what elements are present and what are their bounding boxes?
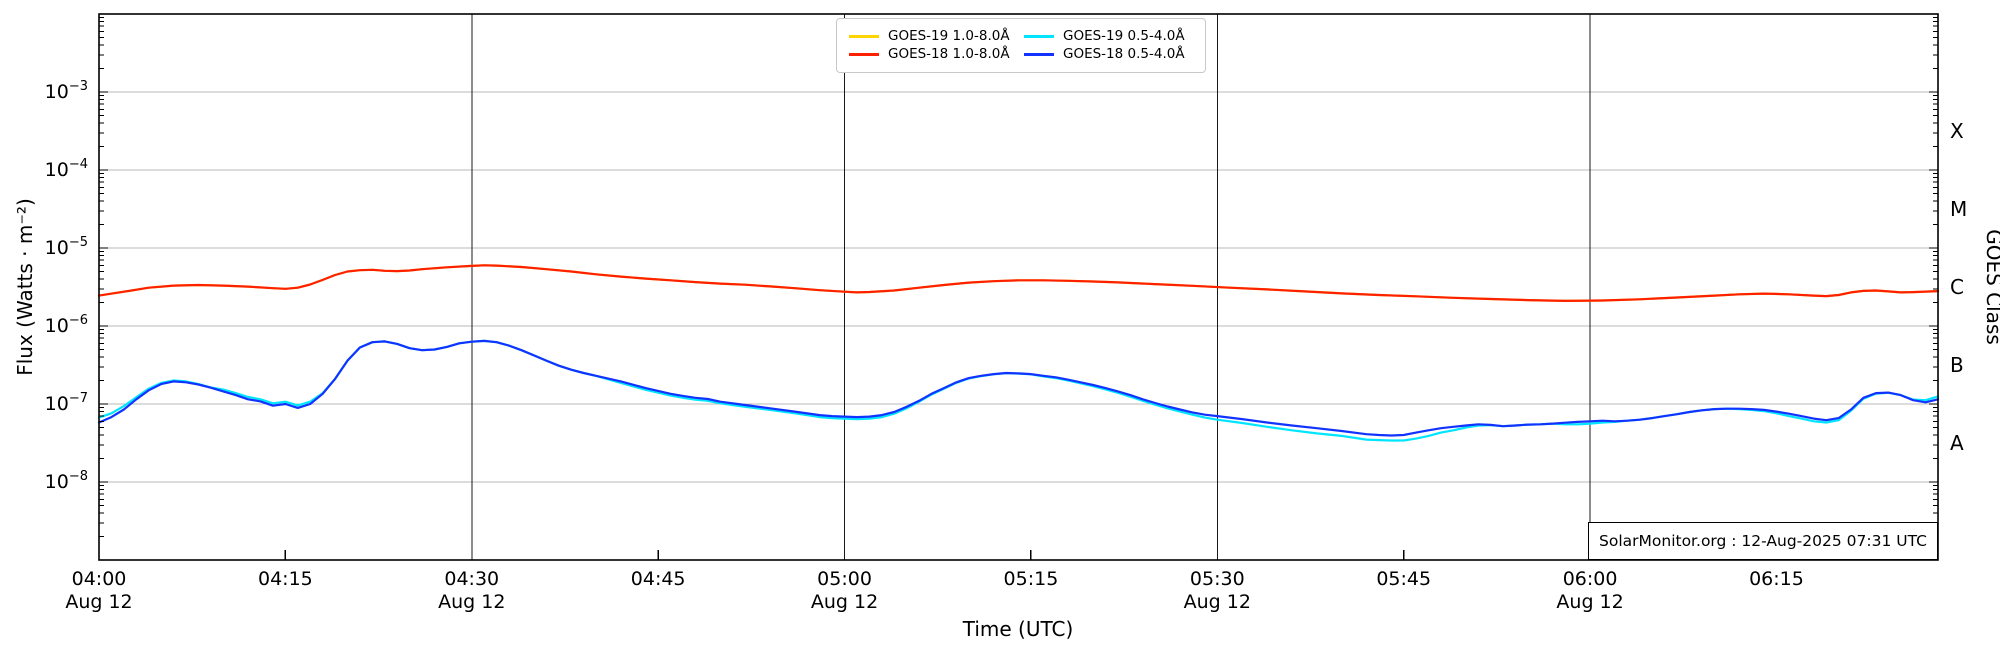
goes-class-label-b: B bbox=[1950, 353, 1964, 377]
x-tick-label: 06:00 bbox=[1563, 568, 1618, 590]
y-tick-label: 10−7 bbox=[45, 391, 88, 415]
y-tick-label: 10−3 bbox=[45, 79, 88, 103]
series-goes-18-1.0-8.0- bbox=[97, 264, 1940, 302]
x-tick-sublabel: Aug 12 bbox=[65, 591, 132, 613]
x-tick-sublabel: Aug 12 bbox=[1184, 591, 1251, 613]
x-tick-label: 04:30 bbox=[444, 568, 499, 590]
plot-frame bbox=[98, 13, 1939, 561]
y-tick-label: 10−5 bbox=[45, 235, 88, 259]
legend-item-goes19-long: GOES-19 1.0-8.0Å bbox=[849, 28, 1024, 44]
goes18-short-line-swatch bbox=[1024, 52, 1054, 56]
x-tick-label: 04:15 bbox=[258, 568, 313, 590]
x-tick-label: 06:15 bbox=[1749, 568, 1804, 590]
legend: GOES-19 1.0-8.0Å GOES-19 0.5-4.0Å GOES-1… bbox=[836, 18, 1206, 73]
goes-class-label-m: M bbox=[1950, 197, 1967, 221]
y-tick-label: 10−4 bbox=[45, 157, 88, 181]
legend-label: GOES-18 0.5-4.0Å bbox=[1063, 45, 1185, 62]
y-tick-label: 10−8 bbox=[45, 469, 88, 493]
goes-class-label-a: A bbox=[1950, 431, 1964, 455]
legend-label: GOES-19 0.5-4.0Å bbox=[1063, 28, 1185, 44]
legend-label: GOES-18 1.0-8.0Å bbox=[888, 45, 1010, 62]
x-tick-label: 05:00 bbox=[817, 568, 872, 590]
x-tick-label: 04:00 bbox=[72, 568, 127, 590]
y-tick-label: 10−6 bbox=[45, 313, 88, 337]
axis-ticks bbox=[99, 17, 1938, 560]
goes18-long-line-swatch bbox=[849, 52, 879, 56]
goes-class-label-x: X bbox=[1950, 119, 1964, 143]
x-axis-title: Time (UTC) bbox=[962, 617, 1074, 641]
y-axis-title: Flux (Watts · m⁻²) bbox=[13, 198, 37, 376]
half-hour-vlines bbox=[471, 14, 1591, 560]
x-tick-label: 04:45 bbox=[631, 568, 686, 590]
series-goes-19-0.5-4.0- bbox=[97, 339, 1940, 442]
watermark-text: SolarMonitor.org : 12-Aug-2025 07:31 UTC bbox=[1599, 532, 1927, 550]
legend-item-goes18-short: GOES-18 0.5-4.0Å bbox=[1024, 45, 1199, 62]
watermark-box: SolarMonitor.org : 12-Aug-2025 07:31 UTC bbox=[1588, 522, 1938, 560]
goes19-long-line-swatch bbox=[849, 35, 879, 39]
goes-class-label-c: C bbox=[1950, 275, 1964, 299]
legend-item-goes18-long: GOES-18 1.0-8.0Å bbox=[849, 45, 1024, 62]
legend-label: GOES-19 1.0-8.0Å bbox=[888, 28, 1010, 44]
horizontal-gridlines bbox=[99, 91, 1938, 483]
x-tick-label: 05:30 bbox=[1190, 568, 1245, 590]
x-tick-sublabel: Aug 12 bbox=[1556, 591, 1623, 613]
x-tick-sublabel: Aug 12 bbox=[438, 591, 505, 613]
x-tick-sublabel: Aug 12 bbox=[811, 591, 878, 613]
flux-curves bbox=[97, 264, 1940, 442]
series-goes-18-0.5-4.0- bbox=[97, 339, 1940, 437]
legend-item-goes19-short: GOES-19 0.5-4.0Å bbox=[1024, 28, 1199, 44]
goes19-short-line-swatch bbox=[1024, 35, 1054, 39]
x-tick-label: 05:15 bbox=[1004, 568, 1059, 590]
right-axis-title: GOES Class bbox=[1982, 229, 2000, 345]
x-tick-label: 05:45 bbox=[1376, 568, 1431, 590]
